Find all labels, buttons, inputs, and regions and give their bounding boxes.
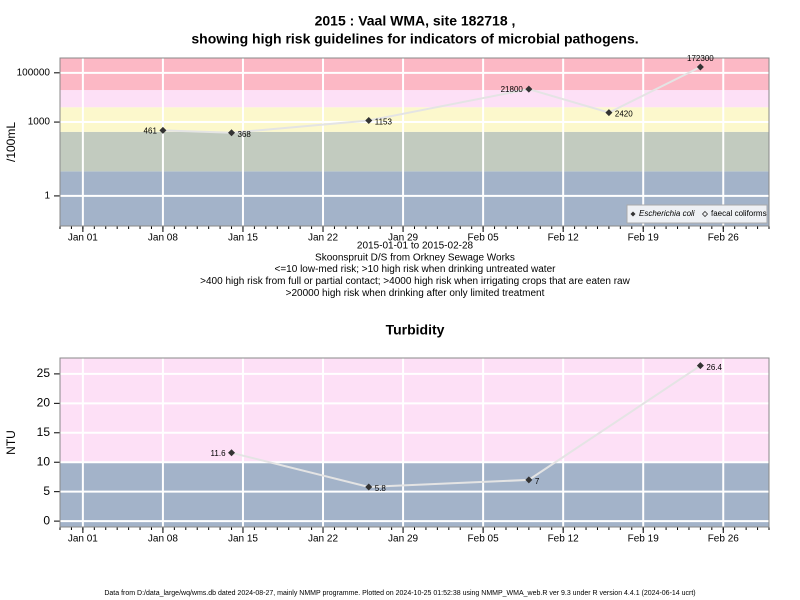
data-label: 21800	[501, 85, 524, 94]
data-label: 26.4	[706, 363, 722, 372]
x-tick-label: Jan 15	[228, 233, 258, 244]
data-point	[525, 85, 533, 93]
data-label: 11.6	[211, 449, 227, 458]
x-tick-label: Feb 19	[628, 534, 660, 545]
plot-frame	[59, 57, 770, 227]
axis-note: Skoonspruit D/S from Orkney Sewage Works	[315, 252, 515, 263]
risk-band	[60, 462, 769, 527]
plot-frame	[59, 357, 770, 528]
x-tick-label: Feb 12	[548, 233, 580, 244]
axis-note: >20000 high risk when drinking after onl…	[286, 288, 545, 299]
chart-title: Turbidity	[386, 322, 445, 338]
chart-title: 2015 : Vaal WMA, site 182718 ,	[315, 13, 516, 29]
footer: Data from D:/data_large/wq/wms.db dated …	[104, 590, 695, 597]
x-tick-label: Jan 15	[228, 534, 258, 545]
x-tick-label: Feb 12	[548, 534, 580, 545]
y-tick-label: 15	[37, 425, 51, 439]
legend-marker	[701, 210, 709, 218]
legend-label: faecal coliforms	[711, 209, 767, 218]
y-tick-label: 1000	[28, 117, 51, 128]
y-axis-label: /100mL	[4, 122, 18, 162]
axis-note: >400 high risk from full or partial cont…	[200, 276, 630, 287]
risk-band	[60, 90, 769, 108]
data-point	[605, 109, 613, 117]
data-point	[228, 449, 236, 457]
x-tick-label: Feb 19	[628, 233, 660, 244]
x-tick-label: Feb 26	[708, 534, 740, 545]
x-tick-label: Feb 05	[468, 233, 500, 244]
data-point	[525, 476, 533, 484]
y-tick-label: 100000	[17, 67, 51, 78]
data-label: 1153	[375, 118, 393, 127]
data-point	[365, 483, 373, 491]
x-tick-label: Jan 22	[308, 534, 338, 545]
risk-band	[60, 131, 769, 172]
legend: Escherichia coli faecal coliforms	[626, 204, 768, 224]
x-tick-label: Jan 08	[148, 534, 178, 545]
y-tick-label: 0	[43, 513, 50, 527]
legend-marker	[630, 211, 636, 217]
legend-label: Escherichia coli	[639, 209, 695, 218]
data-point	[696, 63, 704, 71]
y-tick-label: 1	[44, 191, 50, 202]
x-tick-label: Jan 22	[308, 233, 338, 244]
data-point	[365, 117, 373, 125]
y-tick-label: 25	[37, 366, 51, 380]
risk-band	[60, 358, 769, 463]
data-label: 7	[535, 477, 540, 486]
series-line	[162, 66, 701, 134]
risk-band	[60, 58, 769, 91]
legend-box	[626, 204, 768, 224]
y-tick-label: 5	[43, 484, 50, 498]
series-line	[231, 364, 701, 488]
x-tick-label: Jan 01	[68, 534, 98, 545]
x-tick-label: Jan 29	[388, 534, 418, 545]
x-tick-label: Jan 29	[388, 233, 418, 244]
axis-note: 2015-01-01 to 2015-02-28	[357, 241, 474, 252]
y-axis-label: NTU	[4, 430, 18, 455]
x-tick-label: Feb 26	[708, 233, 740, 244]
chart-title: showing high risk guidelines for indicat…	[191, 31, 638, 47]
x-tick-label: Feb 05	[468, 534, 500, 545]
data-point	[696, 362, 704, 370]
data-label: 461	[144, 126, 158, 135]
y-tick-label: 10	[37, 454, 51, 468]
data-point	[159, 126, 167, 134]
data-label: 172300	[687, 54, 714, 63]
data-label: 368	[238, 130, 252, 139]
data-label: 5.8	[375, 484, 387, 493]
axis-note: <=10 low-med risk; >10 high risk when dr…	[275, 264, 557, 275]
x-tick-label: Jan 01	[68, 233, 98, 244]
data-point	[228, 129, 236, 137]
x-tick-label: Jan 08	[148, 233, 178, 244]
y-tick-label: 20	[37, 396, 51, 410]
data-label: 2420	[615, 110, 633, 119]
